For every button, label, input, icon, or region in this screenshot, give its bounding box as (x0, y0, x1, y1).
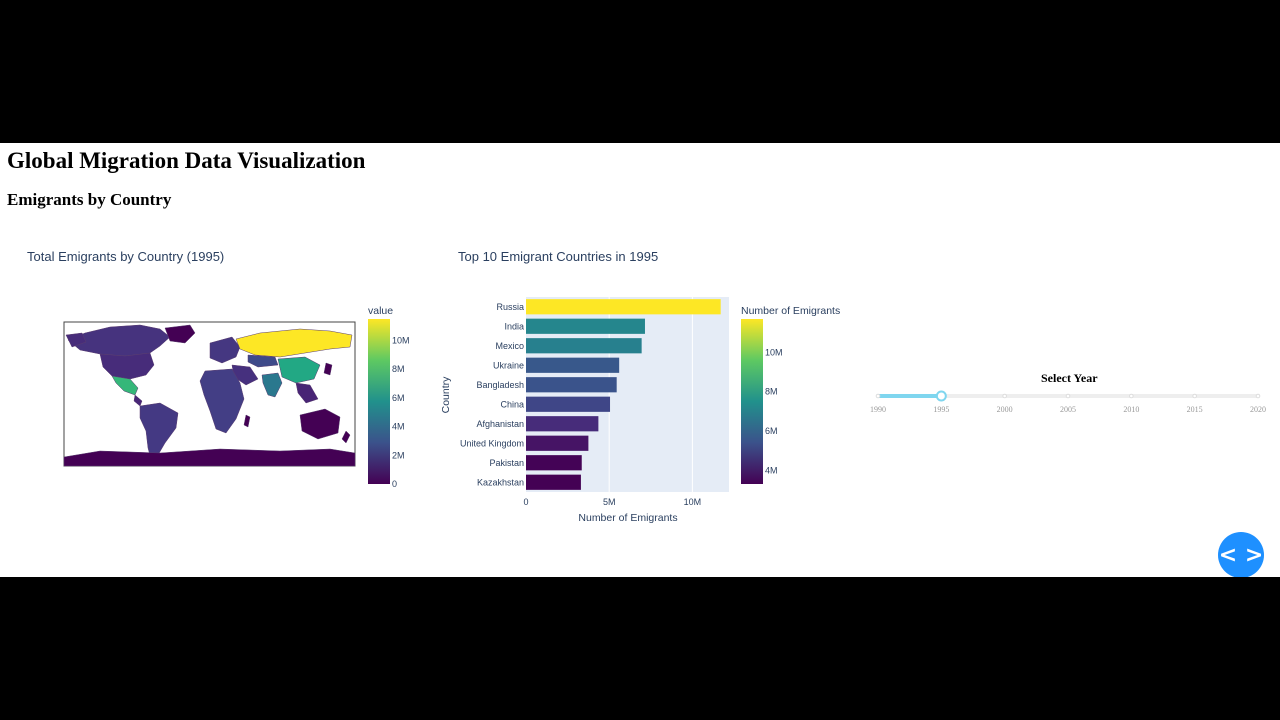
slider-mark[interactable] (875, 393, 881, 399)
choropleth-map[interactable]: value 10M 8M 6M 4M 2M 0 (0, 143, 430, 577)
country-usa (99, 352, 155, 380)
bar-afghanistan[interactable] (526, 416, 599, 432)
bar-bangladesh[interactable] (526, 377, 617, 393)
bar-pakistan[interactable] (526, 455, 582, 471)
bar-colorbar-tick: 4M (765, 465, 778, 475)
country-india (261, 372, 283, 398)
slider-year-label[interactable]: 2015 (1187, 405, 1203, 414)
bar-russia[interactable] (526, 299, 721, 315)
map-colorbar-tick: 4M (392, 422, 405, 432)
bar-x-tick: 5M (603, 497, 616, 507)
region-europe (209, 336, 241, 364)
slider-year-label[interactable]: 2000 (997, 405, 1013, 414)
map-title: Total Emigrants by Country (1995) (27, 249, 225, 264)
bar-colorbar-tick: 10M (765, 347, 783, 357)
region-africa (199, 368, 245, 434)
map-colorbar-tick: 10M (392, 336, 410, 346)
map-colorbar-title: value (368, 305, 393, 317)
map-colorbar-tick: 8M (392, 364, 405, 374)
map-colorbar-tick: 6M (392, 393, 405, 403)
bar-category-label: India (504, 321, 524, 331)
code-chevrons-icon[interactable]: < > (1218, 532, 1264, 577)
bar-category-label: Mexico (495, 341, 524, 351)
bar-category-label: Bangladesh (476, 380, 524, 390)
bar-category-label: Afghanistan (476, 419, 524, 429)
map-colorbar (368, 319, 390, 484)
region-antarctica (63, 448, 356, 467)
map-colorbar-tick: 2M (392, 450, 405, 460)
year-slider[interactable]: 1990 1995 2000 2005 2010 2015 2020 (0, 143, 1280, 577)
bar-colorbar-tick: 8M (765, 387, 778, 397)
country-russia (235, 328, 353, 358)
bar-mexico[interactable] (526, 338, 642, 354)
country-china (277, 356, 321, 384)
bar-united-kingdom[interactable] (526, 435, 589, 451)
slider-year-label[interactable]: 2005 (1060, 405, 1076, 414)
nav-button-label: < > (1218, 542, 1264, 568)
slider-year-label[interactable]: 1990 (870, 405, 886, 414)
region-australia (299, 408, 341, 440)
bar-colorbar-ticks: 10M 8M 6M 4M (765, 347, 783, 475)
bar-ukraine[interactable] (526, 357, 620, 373)
slider-mark[interactable] (1065, 393, 1071, 399)
region-greenland (164, 324, 196, 344)
dashboard-page: Global Migration Data Visualization Emig… (0, 143, 1280, 577)
bar-category-label: Ukraine (493, 360, 524, 370)
bar-x-axis-title: Number of Emigrants (578, 512, 677, 524)
country-alaska (65, 332, 87, 348)
bar-colorbar-tick: 6M (765, 426, 778, 436)
slider-title: Select Year (1041, 371, 1098, 385)
bar-x-tick: 10M (684, 497, 702, 507)
country-canada (67, 324, 171, 357)
slider-year-label[interactable]: 2010 (1123, 405, 1139, 414)
map-colorbar-tick: 0 (392, 479, 397, 489)
bar-colorbar-title: Number of Emigrants (741, 305, 840, 317)
bar-colorbar (741, 319, 763, 484)
bar-x-tick: 0 (523, 497, 528, 507)
bar-y-axis-title: Country (440, 376, 452, 414)
world-landmass (63, 324, 356, 467)
bar-category-label: Kazakhstan (477, 477, 524, 487)
bar-title: Top 10 Emigrant Countries in 1995 (458, 249, 659, 264)
slider-year-label[interactable]: 2020 (1250, 405, 1266, 414)
bar-x-tick-labels: 0 5M 10M (523, 497, 701, 507)
map-colorbar-ticks: 10M 8M 6M 4M 2M 0 (392, 336, 410, 489)
slider-year-labels: 1990 1995 2000 2005 2010 2015 2020 (870, 405, 1266, 414)
bar-category-label: Pakistan (489, 458, 524, 468)
bar-category-labels: Russia India Mexico Ukraine Bangladesh China A… (460, 302, 524, 488)
region-madagascar (243, 414, 251, 428)
slider-mark[interactable] (1002, 393, 1007, 399)
region-new-zealand (341, 430, 351, 444)
bar-category-label: Russia (496, 302, 524, 312)
slider-mark[interactable] (1129, 393, 1134, 399)
slider-mark[interactable] (1255, 393, 1261, 399)
bar-category-label: China (500, 399, 524, 409)
region-southeast-asia (295, 382, 319, 404)
bar-china[interactable] (526, 396, 611, 412)
bar-india[interactable] (526, 318, 645, 334)
bar-kazakhstan[interactable] (526, 474, 581, 490)
bar-marks (526, 299, 721, 490)
bar-chart[interactable]: Russia India Mexico Ukraine Bangladesh China A… (0, 143, 860, 577)
country-kazakhstan (247, 354, 279, 368)
slider-handle[interactable] (935, 390, 947, 402)
page-title: Global Migration Data Visualization (7, 148, 366, 173)
region-japan (323, 362, 333, 376)
slider-mark[interactable] (1192, 393, 1197, 399)
bar-category-label: United Kingdom (460, 438, 524, 448)
slider-year-label[interactable]: 1995 (933, 405, 949, 414)
section-title: Emigrants by Country (7, 190, 172, 209)
